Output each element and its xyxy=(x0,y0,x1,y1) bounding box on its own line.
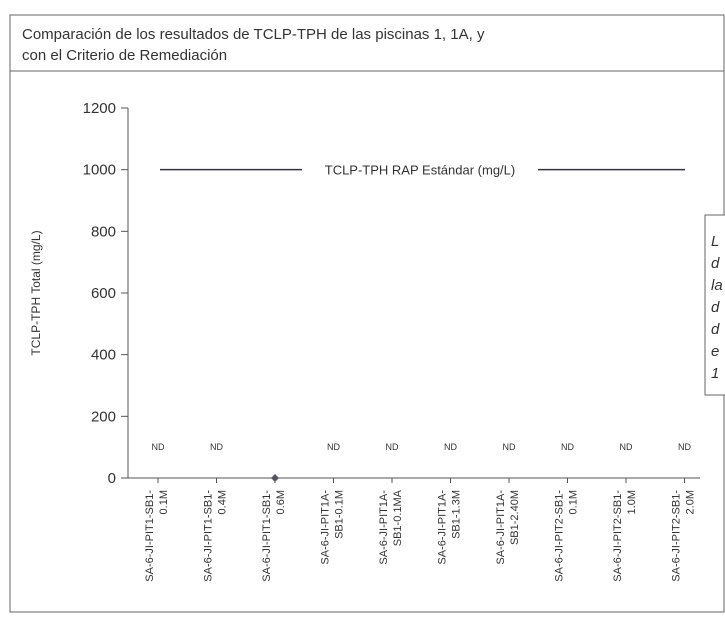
annotation-box xyxy=(704,214,725,396)
value-label: ND xyxy=(620,442,633,452)
reference-label-bg xyxy=(302,159,538,180)
y-tick-label: 1000 xyxy=(83,162,116,179)
value-label: ND xyxy=(678,442,691,452)
x-tick-label: SA-6-JI-PIT1A- xyxy=(320,490,332,565)
y-tick-label: 400 xyxy=(91,347,116,364)
value-label: ND xyxy=(386,442,399,452)
annotation-text: d xyxy=(711,255,720,272)
chart-title: con el Criterio de Remediación xyxy=(22,47,227,64)
y-tick-label: 1200 xyxy=(83,100,116,117)
x-tick-label: SB1-0.1M xyxy=(334,490,346,539)
reference-label: TCLP-TPH RAP Estándar (mg/L) xyxy=(325,163,515,178)
y-tick-label: 600 xyxy=(91,285,116,302)
value-label: ND xyxy=(210,442,223,452)
annotation-text: la xyxy=(711,277,723,294)
annotation-text: e xyxy=(711,343,719,360)
chart-title: Comparación de los resultados de TCLP-TP… xyxy=(22,26,485,43)
x-tick-label: 2.0M xyxy=(685,490,697,514)
x-tick-label: SA-6-JI-PIT1A- xyxy=(495,490,507,565)
y-tick-label: 200 xyxy=(91,408,116,425)
x-tick-label: SA-6-JI-PIT1A- xyxy=(437,490,449,565)
x-tick-label: 0.6M xyxy=(275,490,287,514)
value-label: ND xyxy=(561,442,574,452)
y-tick-label: 0 xyxy=(108,470,116,487)
annotation-text: d xyxy=(711,321,720,338)
marker xyxy=(271,474,279,482)
x-tick-label: SA-6-JI-PIT1-SB1- xyxy=(261,490,273,582)
annotation-text: L xyxy=(711,233,719,250)
x-tick-label: SB1-2.40M xyxy=(509,490,521,545)
x-tick-label: SB1-1.3M xyxy=(451,490,463,539)
x-tick-label: SA-6-JI-PIT1-SB1- xyxy=(203,490,215,582)
annotation-text: d xyxy=(711,299,720,316)
x-tick-label: SB1-0.1MA xyxy=(392,489,404,546)
x-tick-label: 0.1M xyxy=(568,490,580,514)
y-tick-label: 800 xyxy=(91,223,116,240)
value-label: ND xyxy=(152,442,165,452)
x-tick-label: SA-6-JI-PIT2-SB1- xyxy=(671,490,683,582)
value-label: ND xyxy=(503,442,516,452)
y-axis-label: TCLP-TPH Total (mg/L) xyxy=(29,230,43,355)
x-tick-label: SA-6-JI-PIT1-SB1- xyxy=(144,490,156,582)
x-tick-label: SA-6-JI-PIT1A- xyxy=(378,490,390,565)
value-label: ND xyxy=(444,442,457,452)
value-label: ND xyxy=(327,442,340,452)
x-tick-label: 1.0M xyxy=(626,490,638,514)
x-tick-label: SA-6-JI-PIT2-SB1- xyxy=(612,490,624,582)
x-tick-label: 0.4M xyxy=(217,490,229,514)
x-tick-label: SA-6-JI-PIT2-SB1- xyxy=(554,490,566,582)
x-tick-label: 0.1M xyxy=(158,490,170,514)
title-box xyxy=(9,14,725,72)
annotation-text: 1 xyxy=(711,365,719,382)
